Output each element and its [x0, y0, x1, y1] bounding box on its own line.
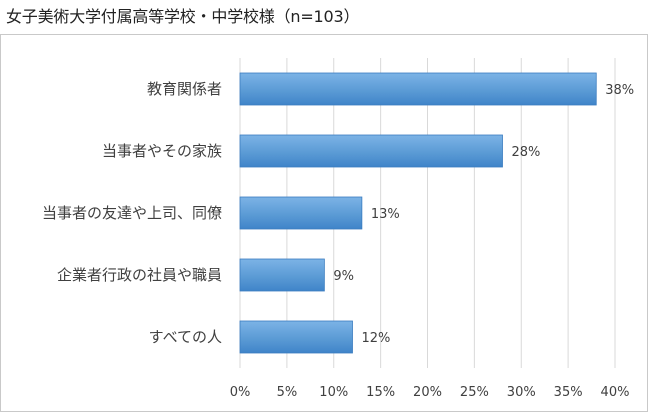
category-label: 企業者行政の社員や職員: [57, 266, 222, 284]
x-tick-label: 10%: [319, 385, 348, 400]
bar: [239, 258, 325, 292]
x-tick-label: 0%: [230, 385, 251, 400]
x-axis-ticks: 0% 5% 10% 15% 20% 25% 30% 35% 40%: [230, 385, 630, 400]
bars: [239, 72, 597, 354]
data-label: 12%: [362, 331, 391, 346]
bar: [239, 134, 503, 168]
x-tick-label: 30%: [507, 385, 536, 400]
data-labels: 38% 28% 13% 9% 12%: [333, 83, 634, 346]
x-tick-label: 40%: [601, 385, 630, 400]
x-tick-label: 20%: [413, 385, 442, 400]
x-tick-label: 5%: [277, 385, 298, 400]
bar: [239, 196, 363, 230]
category-labels: 教育関係者当事者やその家族当事者の友達や上司、同僚企業者行政の社員や職員すべての…: [42, 80, 222, 346]
category-label: 当事者やその家族: [102, 142, 222, 160]
category-label: 当事者の友達や上司、同僚: [42, 204, 222, 222]
data-label: 28%: [512, 145, 541, 160]
data-label: 13%: [371, 207, 400, 222]
x-tick-label: 25%: [460, 385, 489, 400]
category-label: 教育関係者: [147, 80, 222, 98]
data-label: 38%: [605, 83, 634, 98]
bar: [239, 320, 353, 354]
x-tick-label: 15%: [366, 385, 395, 400]
x-tick-label: 35%: [554, 385, 583, 400]
chart-frame: [0, 34, 648, 412]
data-label: 9%: [333, 269, 354, 284]
chart-title: 女子美術大学付属高等学校・中学校様（n=103）: [6, 7, 360, 26]
bar: [239, 72, 597, 106]
category-label: すべての人: [149, 328, 222, 346]
